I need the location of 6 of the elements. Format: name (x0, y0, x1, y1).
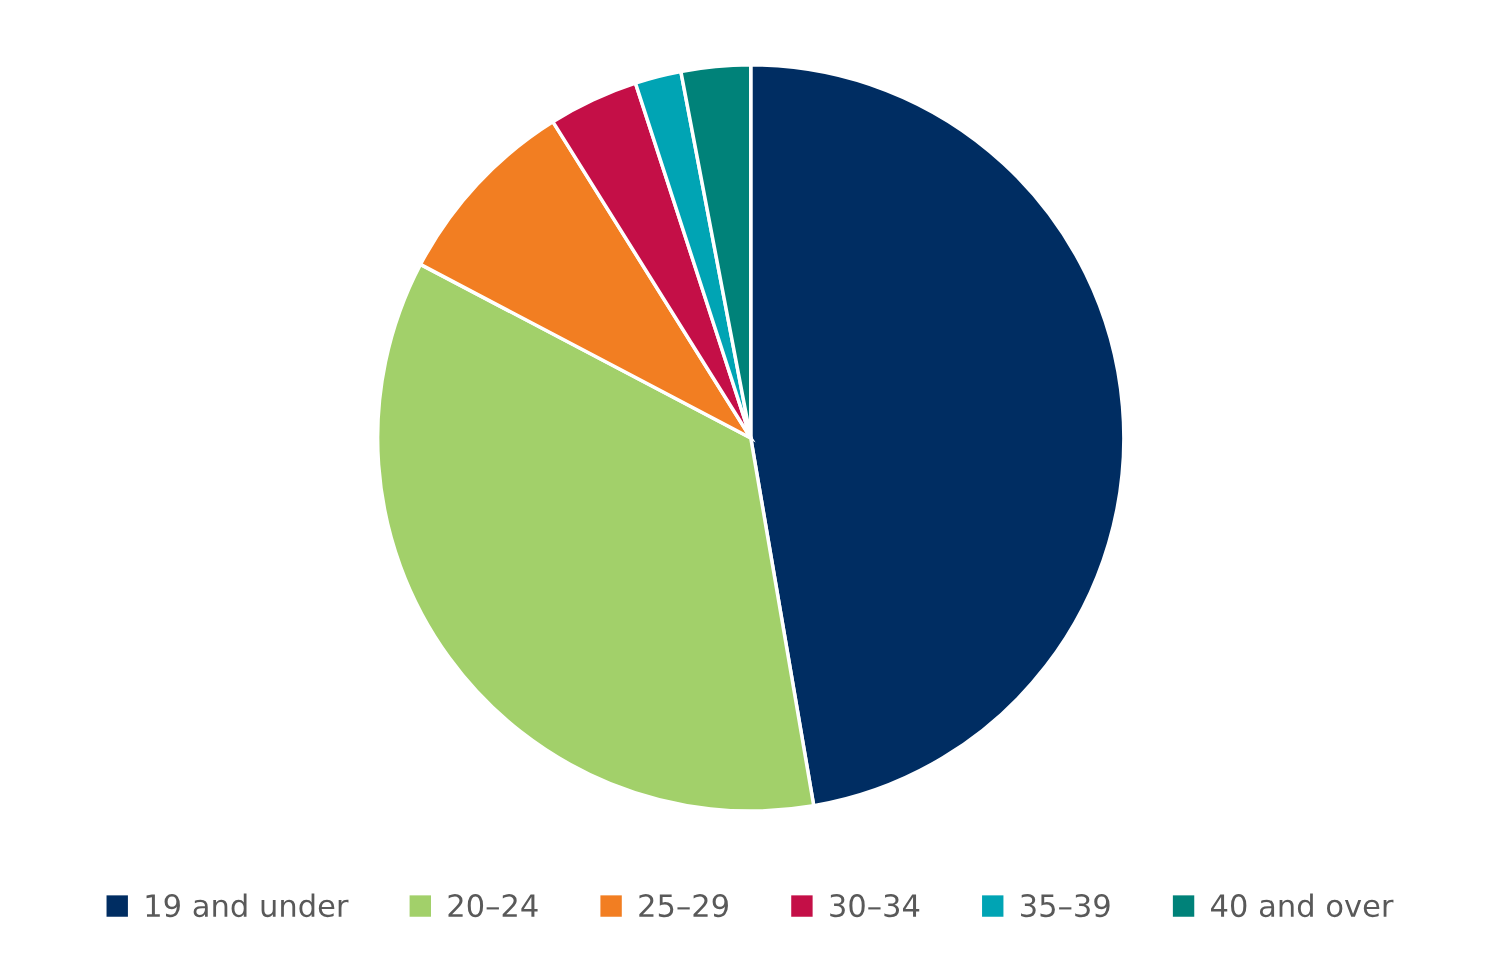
legend-label: 30–34 (830, 894, 920, 918)
legend-label: 35–39 (1021, 894, 1110, 918)
legend-label: 19 and under (146, 893, 349, 918)
legend-label: 20–24 (448, 894, 538, 918)
legend-label: 40 and over (1211, 893, 1394, 918)
legend-label: 25–29 (639, 894, 728, 918)
